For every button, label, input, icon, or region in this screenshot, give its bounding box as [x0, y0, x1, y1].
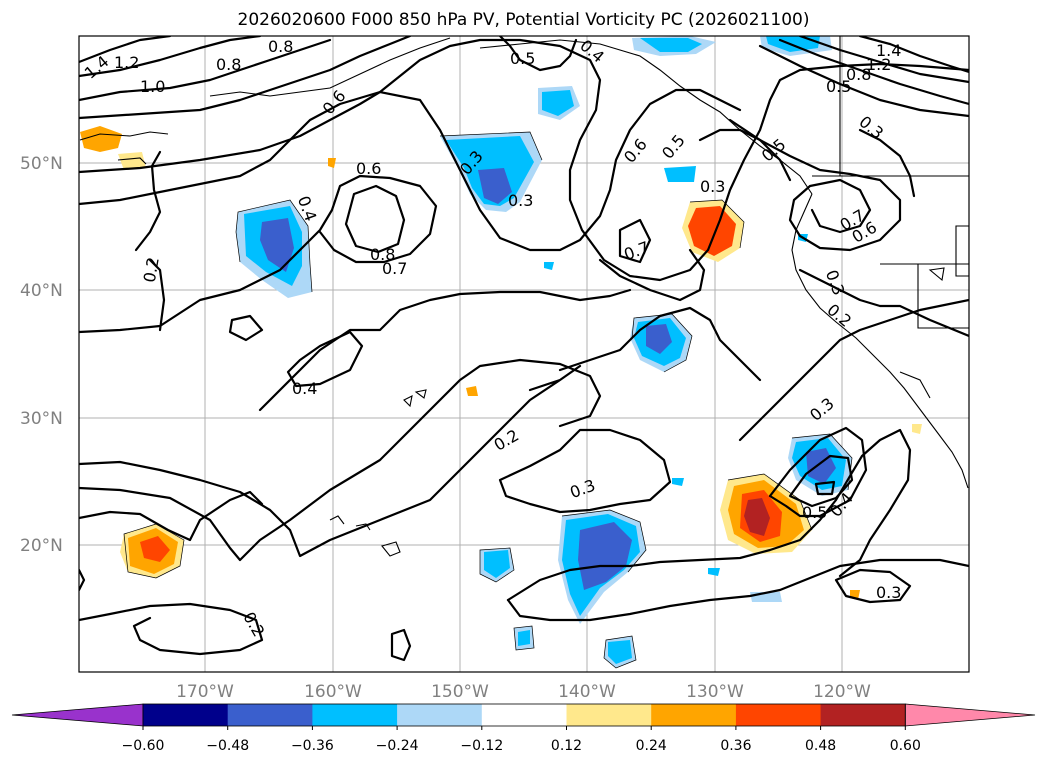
colorbar-tick-label: −0.24	[376, 738, 419, 754]
colorbar-segment	[820, 704, 906, 726]
contour-label: 0.4	[292, 379, 317, 398]
plot-area	[79, 36, 969, 672]
lat-label: 20°N	[20, 536, 63, 556]
contour-label: 0.8	[370, 245, 395, 264]
lon-label: 120°W	[813, 682, 871, 702]
colorbar-tick-label: −0.36	[291, 738, 334, 754]
contour-label: 1.2	[866, 55, 891, 74]
contour-label: 0.6	[356, 159, 381, 178]
contour-label: 0.8	[216, 55, 241, 74]
contour-label: 0.3	[876, 583, 901, 602]
plot-frame	[78, 35, 970, 673]
lat-label: 30°N	[20, 409, 63, 429]
colorbar-segment	[397, 704, 483, 726]
lat-label: 50°N	[20, 154, 63, 174]
contour-label: 0.3	[508, 191, 533, 210]
lat-label: 40°N	[20, 281, 63, 301]
colorbar-tick-label: 0.12	[551, 738, 582, 754]
contour-label: 1.2	[114, 53, 139, 72]
contour-label: 0.7	[382, 259, 407, 278]
colorbar-segment	[651, 704, 737, 726]
latitude-labels: 50°N 40°N 30°N 20°N	[20, 154, 63, 556]
contour-label: 0.5	[510, 49, 535, 68]
lon-label: 140°W	[558, 682, 616, 702]
colorbar-segment	[735, 704, 822, 726]
colorbar-tick-label: −0.60	[122, 738, 165, 754]
colorbar-segment	[227, 704, 313, 726]
lon-label: 170°W	[176, 682, 234, 702]
map-title: 2026020600 F000 850 hPa PV, Potential Vo…	[237, 10, 810, 30]
longitude-labels: 170°W 160°W 150°W 140°W 130°W 120°W	[176, 682, 871, 702]
contour-label: 0.5	[826, 77, 851, 96]
colorbar: −0.60 −0.48 −0.36 −0.24 −0.12 0.12 0.24 0.36 0.4…	[11, 703, 1036, 754]
contour-label: 0.8	[268, 37, 293, 56]
colorbar-segment	[143, 704, 229, 726]
lon-label: 160°W	[304, 682, 362, 702]
colorbar-tick-label: 0.48	[805, 738, 836, 754]
colorbar-segment	[566, 704, 652, 726]
lon-label: 150°W	[431, 682, 489, 702]
contour-label: 0.5	[802, 503, 827, 522]
colorbar-tick-label: −0.48	[206, 738, 249, 754]
colorbar-frame	[142, 703, 906, 727]
colorbar-tick-label: 0.36	[720, 738, 751, 754]
colorbar-tick-label: 0.60	[890, 738, 921, 754]
colorbar-extend-low	[11, 703, 144, 727]
colorbar-segment	[312, 704, 398, 726]
contour-label: 0.3	[700, 177, 725, 196]
contour-label: 0.8	[846, 65, 871, 84]
pv-contours	[79, 36, 969, 662]
colorbar-tick-label: −0.12	[460, 738, 503, 754]
contour-label: 1.0	[140, 77, 165, 96]
colorbar-tick-label: 0.24	[636, 738, 667, 754]
colorbar-segment	[481, 704, 567, 726]
contour-label: 0.2	[140, 256, 163, 284]
colorbar-extend-high	[904, 703, 1036, 727]
contour-label: 1.4	[876, 41, 901, 60]
lon-label: 130°W	[686, 682, 744, 702]
